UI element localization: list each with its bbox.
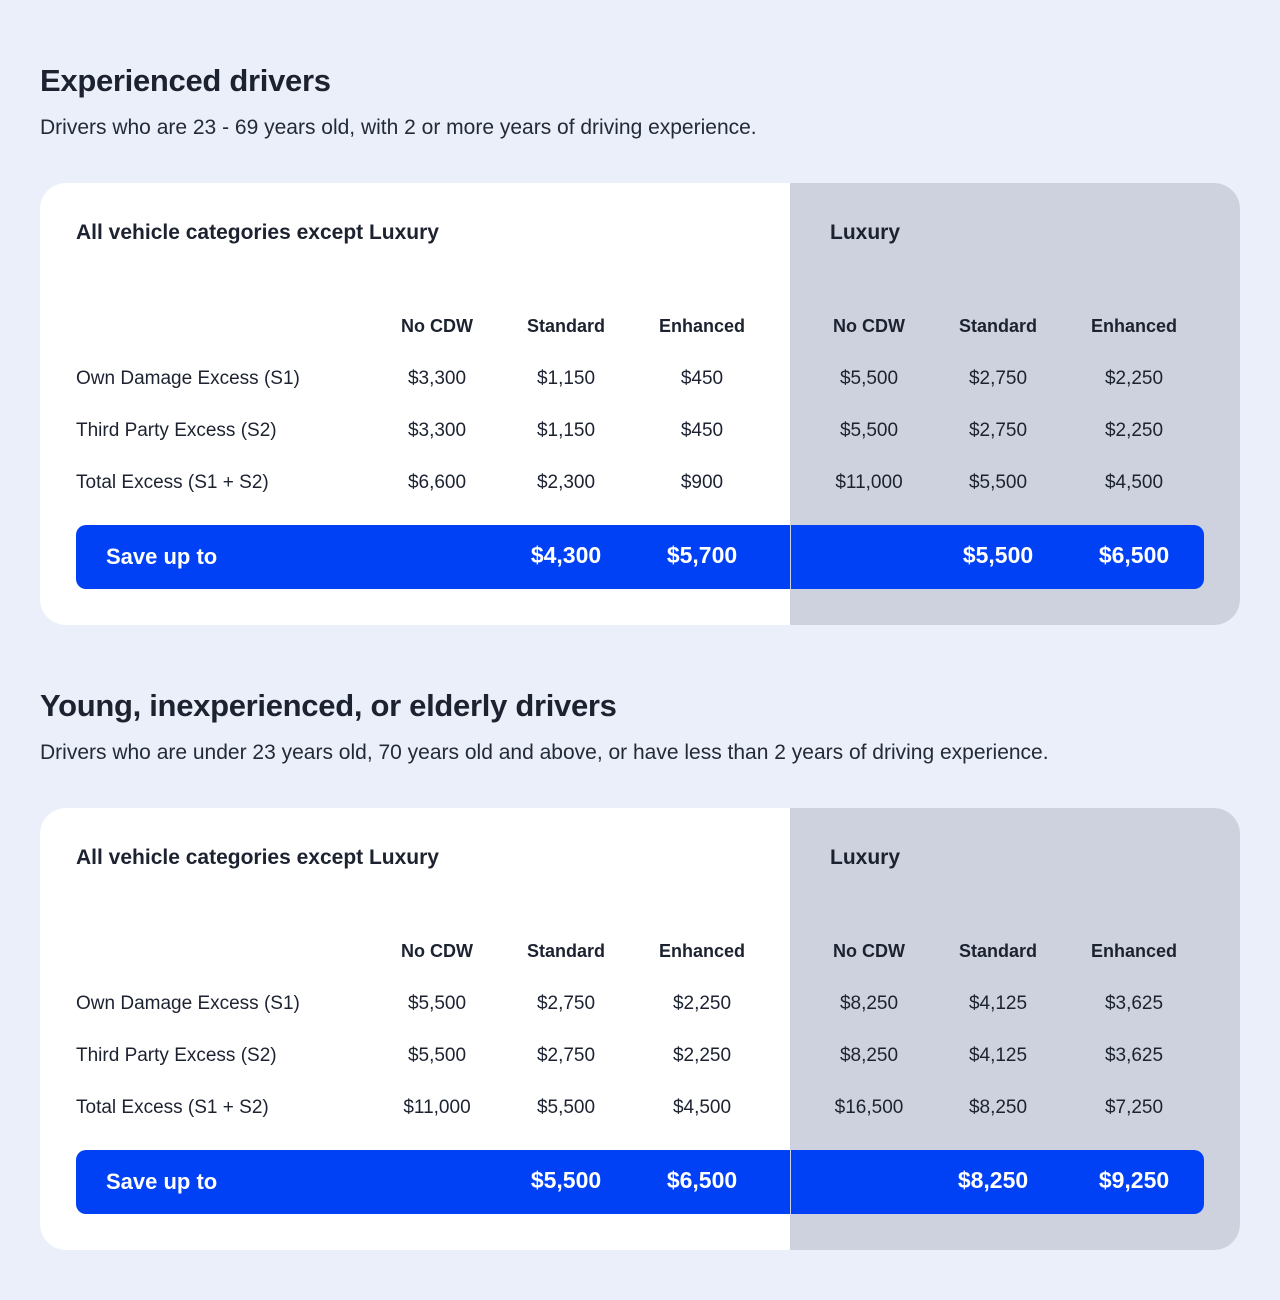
table-cell: $2,750	[536, 1045, 596, 1066]
table-cell: $2,750	[968, 368, 1028, 389]
row-label: Third Party Excess (S2)	[76, 420, 277, 441]
table-cell: $16,500	[834, 1097, 904, 1118]
luxury-category-heading: Luxury	[830, 846, 901, 869]
table-cell: $11,000	[835, 472, 903, 493]
table-cell: $4,125	[968, 1045, 1028, 1066]
row-label: Total Excess (S1 + S2)	[76, 1097, 269, 1118]
table-cell: $5,500	[839, 368, 899, 389]
table-cell: $7,250	[1104, 1097, 1164, 1118]
table-cell: $5,500	[407, 993, 467, 1014]
table-cell: $450	[680, 368, 724, 389]
luxury-category-heading: Luxury	[830, 221, 901, 244]
table-cell: $4,500	[672, 1097, 732, 1118]
table-cell: $5,500	[968, 472, 1028, 493]
column-header: No CDW	[401, 941, 473, 961]
section-title: Young, inexperienced, or elderly drivers	[40, 688, 617, 723]
standard-category-heading: All vehicle categories except Luxury	[76, 221, 439, 244]
table-cell: $2,300	[536, 472, 596, 493]
save-value: $5,700	[666, 542, 738, 568]
table-cell: $2,750	[536, 993, 596, 1014]
section-description: Drivers who are under 23 years old, 70 y…	[40, 741, 1049, 764]
table-cell: $2,250	[1104, 420, 1164, 441]
table-cell: $8,250	[839, 1045, 899, 1066]
table-cell: $3,625	[1104, 993, 1164, 1014]
table-cell: $900	[680, 472, 724, 493]
column-header: Standard	[526, 316, 605, 336]
table-cell: $5,500	[407, 1045, 467, 1066]
table-cell: $2,250	[672, 993, 732, 1014]
save-value: $5,500	[962, 542, 1034, 568]
save-value: $6,500	[1098, 542, 1170, 568]
table-cell: $5,500	[536, 1097, 596, 1118]
save-banner-divider	[790, 1150, 791, 1214]
table-cell: $450	[680, 420, 724, 441]
standard-category-heading: All vehicle categories except Luxury	[76, 846, 439, 869]
column-header: Standard	[958, 316, 1037, 336]
section-young-inexperienced-elderly: Young, inexperienced, or elderly drivers…	[0, 625, 1280, 1265]
table-cell: $3,625	[1104, 1045, 1164, 1066]
table-cell: $3,300	[407, 420, 467, 441]
row-label: Third Party Excess (S2)	[76, 1045, 277, 1066]
section-experienced: Experienced drivers Drivers who are 23 -…	[0, 0, 1280, 640]
excess-table-card: All vehicle categories except Luxury Lux…	[40, 183, 1240, 625]
row-label: Own Damage Excess (S1)	[76, 993, 300, 1014]
column-header: Standard	[526, 941, 605, 961]
column-header: Enhanced	[1090, 316, 1178, 336]
column-header: Enhanced	[1090, 941, 1178, 961]
table-cell: $8,250	[968, 1097, 1028, 1118]
table-cell: $5,500	[839, 420, 899, 441]
table-cell: $4,500	[1104, 472, 1164, 493]
table-cell: $2,250	[672, 1045, 732, 1066]
table-cell: $2,750	[968, 420, 1028, 441]
table-cell: $6,600	[407, 472, 467, 493]
save-banner: Save up to $5,500 $6,500 $8,250 $9,250	[76, 1150, 1204, 1214]
save-banner-divider	[790, 525, 791, 589]
excess-table-card: All vehicle categories except Luxury Lux…	[40, 808, 1240, 1250]
table-cell: $3,300	[407, 368, 467, 389]
table-cell: $11,000	[403, 1097, 471, 1118]
column-header: No CDW	[401, 316, 473, 336]
column-header: Enhanced	[658, 941, 746, 961]
row-label: Own Damage Excess (S1)	[76, 368, 300, 389]
table-cell: $2,250	[1104, 368, 1164, 389]
save-value: $6,500	[666, 1167, 738, 1193]
column-header: No CDW	[833, 941, 905, 961]
column-header: Standard	[958, 941, 1037, 961]
save-label: Save up to	[106, 1169, 218, 1194]
column-header: Enhanced	[658, 316, 746, 336]
save-value: $8,250	[957, 1167, 1029, 1193]
save-value: $4,300	[530, 542, 602, 568]
save-banner: Save up to $4,300 $5,700 $5,500 $6,500	[76, 525, 1204, 589]
table-cell: $1,150	[536, 420, 596, 441]
save-value: $9,250	[1098, 1167, 1170, 1193]
column-header: No CDW	[833, 316, 905, 336]
row-label: Total Excess (S1 + S2)	[76, 472, 269, 493]
table-cell: $4,125	[968, 993, 1028, 1014]
table-cell: $1,150	[536, 368, 596, 389]
table-cell: $8,250	[839, 993, 899, 1014]
save-label: Save up to	[106, 544, 218, 569]
save-value: $5,500	[530, 1167, 602, 1193]
section-title: Experienced drivers	[40, 63, 331, 98]
section-description: Drivers who are 23 - 69 years old, with …	[40, 116, 757, 139]
